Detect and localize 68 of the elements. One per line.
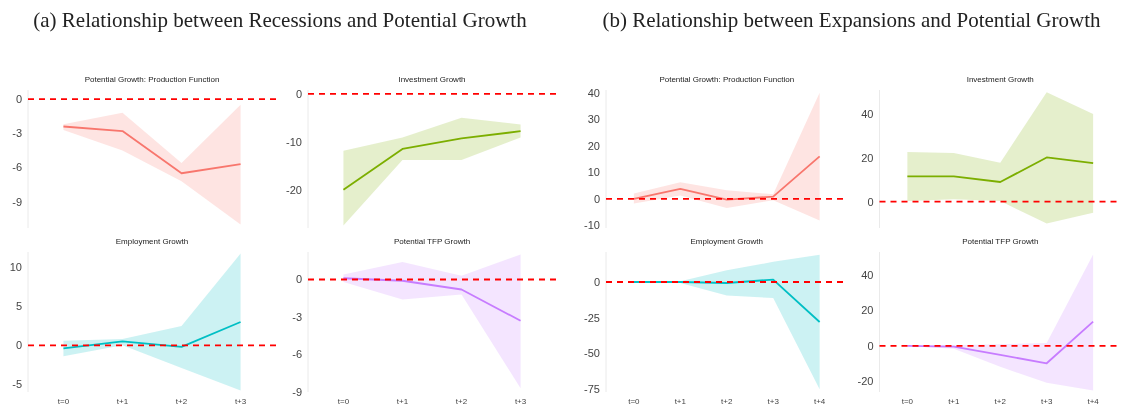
y-tick-label: -3 (292, 310, 302, 323)
y-tick-label: 40 (861, 107, 874, 120)
text: (b) Relationship between Expansions and Potential Growth (601, 8, 1102, 33)
y-tick-label: -9 (12, 195, 22, 208)
y-tick-label: -10 (286, 135, 302, 148)
line-series (632, 278, 821, 323)
line-series (906, 320, 1095, 365)
x-tick-label: t+2 (455, 397, 468, 406)
y-tick-label: 0 (867, 195, 874, 208)
x-tick-label: t=0 (901, 397, 914, 406)
chart-title: Employment Growth (690, 237, 763, 246)
y-tick-label: 0 (15, 339, 22, 352)
chart-title: Potential Growth: Production Function (84, 75, 220, 84)
y-tick-label: 40 (587, 86, 600, 99)
y-tick-label: -25 (584, 311, 600, 324)
y-tick-label: 40 (861, 268, 874, 281)
x-tick-label: t+1 (396, 397, 409, 406)
y-tick-label: 10 (9, 261, 22, 274)
x-tick-label: t+4 (813, 397, 826, 406)
y-tick-label: 20 (861, 151, 874, 164)
line-series (62, 321, 242, 350)
y-tick-label: 5 (15, 300, 22, 313)
chart-title: Employment Growth (115, 237, 189, 246)
x-tick-label: t+4 (1087, 397, 1100, 406)
line-series (62, 125, 242, 175)
chart-title: Potential Growth: Production Function (659, 75, 795, 84)
y-tick-label: 30 (587, 113, 600, 126)
x-tick-label: t+2 (994, 397, 1007, 406)
x-tick-label: t+2 (721, 397, 733, 406)
y-tick-label: 0 (15, 92, 22, 105)
x-tick-label: t+1 (674, 397, 687, 406)
x-tick-label: t+1 (116, 397, 129, 406)
y-tick-label: 0 (867, 339, 874, 352)
y-tick-label: 0 (295, 273, 302, 286)
y-tick-label: 20 (861, 304, 874, 317)
line-series (632, 155, 821, 201)
y-tick-label: -9 (292, 385, 302, 398)
text: (a) Relationship between Recessions and Potential Growth (32, 8, 528, 33)
y-tick-label: -6 (292, 348, 302, 361)
y-tick-label: -20 (857, 375, 874, 388)
x-tick-label: t+2 (175, 397, 188, 406)
y-tick-label: -6 (12, 161, 22, 174)
line-series (906, 156, 1095, 183)
y-tick-label: 0 (295, 87, 302, 100)
y-tick-label: 0 (593, 275, 600, 288)
x-tick-label: t+1 (948, 397, 961, 406)
x-tick-label: t+3 (1041, 397, 1053, 406)
y-tick-label: -75 (584, 382, 600, 395)
x-tick-label: t=0 (628, 397, 641, 406)
line-series (342, 277, 522, 322)
chart-title: Potential TFP Growth (962, 237, 1039, 246)
y-tick-label: -5 (12, 378, 22, 391)
y-tick-label: -3 (12, 127, 22, 140)
x-tick-label: t+3 (767, 397, 780, 406)
line-series (342, 130, 522, 191)
y-tick-label: 20 (587, 139, 600, 152)
y-tick-label: 10 (587, 166, 600, 179)
chart-title: Investment Growth (398, 75, 466, 84)
y-tick-label: -20 (286, 183, 302, 196)
y-tick-label: -50 (584, 347, 600, 360)
chart-title: Potential TFP Growth (393, 237, 471, 246)
y-tick-label: -10 (584, 219, 600, 232)
y-tick-label: 0 (593, 192, 600, 205)
x-tick-label: t=0 (337, 397, 350, 406)
x-tick-label: t+3 (234, 397, 247, 406)
x-tick-label: t=0 (57, 397, 70, 406)
chart-title: Investment Growth (966, 75, 1034, 84)
x-tick-label: t+3 (514, 397, 527, 406)
